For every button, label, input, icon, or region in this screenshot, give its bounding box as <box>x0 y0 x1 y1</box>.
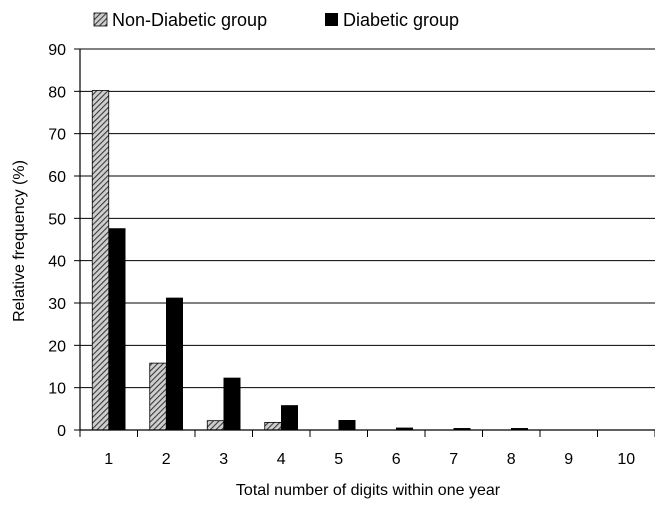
bar-diabetic-1 <box>108 228 126 431</box>
y-tick-label-20: 20 <box>48 338 66 355</box>
x-tick-label-2: 2 <box>162 451 171 468</box>
x-tick-label-6: 6 <box>392 451 401 468</box>
x-tick-label-3: 3 <box>219 451 228 468</box>
y-tick-label-10: 10 <box>48 381 66 398</box>
bar-diabetic-3 <box>223 377 241 431</box>
bar-non-diabetic-3 <box>206 420 225 431</box>
bar-non-diabetic-4 <box>264 421 282 431</box>
y-tick-label-80: 80 <box>48 84 66 101</box>
legend-swatch-non-diabetic <box>93 12 108 27</box>
y-tick-labels: 0 10 20 30 40 50 60 70 80 90 <box>48 42 66 440</box>
x-tick-label-7: 7 <box>449 451 458 468</box>
x-tick-label-8: 8 <box>507 451 516 468</box>
y-tick-label-0: 0 <box>57 423 66 440</box>
bar-non-diabetic-2 <box>149 362 167 431</box>
bar-diabetic-5 <box>338 420 356 431</box>
y-tick-label-90: 90 <box>48 42 66 59</box>
bars <box>91 90 528 431</box>
x-tick-label-4: 4 <box>277 451 286 468</box>
y-tick-label-60: 60 <box>48 169 66 186</box>
y-tick-label-50: 50 <box>48 211 66 228</box>
x-axis-title: Total number of digits within one year <box>236 482 501 499</box>
legend-swatch-diabetic <box>325 13 338 26</box>
x-tick-label-1: 1 <box>104 451 113 468</box>
bar-diabetic-4 <box>281 405 298 431</box>
x-tick-labels: 1 2 3 4 5 6 7 8 9 10 <box>104 451 635 468</box>
bar-diabetic-2 <box>166 297 183 431</box>
y-tick-label-30: 30 <box>48 296 66 313</box>
legend: Non-Diabetic group Diabetic group <box>93 10 459 30</box>
x-tick-label-5: 5 <box>334 451 343 468</box>
y-tick-label-70: 70 <box>48 127 66 144</box>
legend-label-diabetic: Diabetic group <box>343 10 459 30</box>
x-tick-label-9: 9 <box>564 451 573 468</box>
x-tick-label-10: 10 <box>617 451 635 468</box>
bar-non-diabetic-1 <box>91 90 110 431</box>
y-tick-label-40: 40 <box>48 254 66 271</box>
y-axis-title: Relative frequency (%) <box>11 160 28 322</box>
axes <box>74 48 655 437</box>
legend-label-non-diabetic: Non-Diabetic group <box>112 10 267 30</box>
